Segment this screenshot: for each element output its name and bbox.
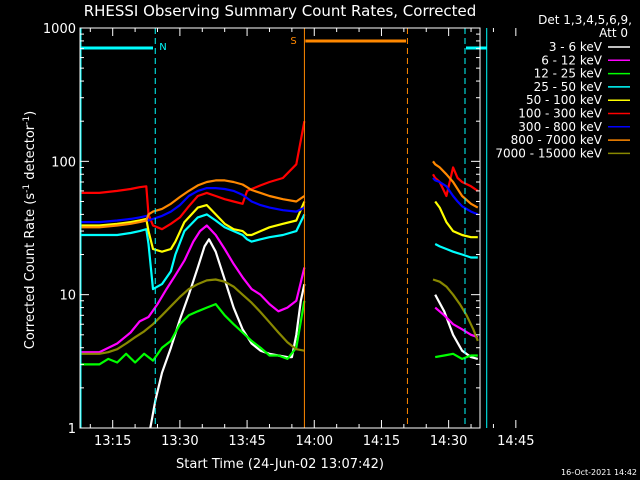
saa-label: S [290,36,296,47]
x-tick-label: 14:30 [430,434,467,449]
y-tick-label: 1 [68,422,76,437]
x-tick-label: 14:15 [363,434,400,449]
x-tick-label: 14:45 [497,434,534,449]
series-line-0 [149,238,479,429]
marker-group: NS [80,28,488,428]
series-line-1 [81,224,479,354]
y-axis-label-mid: detector [23,124,38,184]
series-line-5 [81,120,479,231]
series-line-8 [81,278,479,355]
y-tick-label: 10 [59,289,76,304]
y-axis-label-end: ) [23,111,38,116]
y-tick-label: 100 [51,155,76,170]
series-line-7 [81,160,479,229]
plot-frame [79,27,481,429]
x-tick-label: 13:15 [94,434,131,449]
timestamp: 16-Oct-2021 14:42 [561,468,637,477]
legend-header-1: Det 1,3,4,5,6,9, [538,13,632,27]
legend-label: 7000 - 15000 keV [495,146,602,160]
series-line-2 [81,300,478,366]
night-label: N [159,42,166,53]
legend-label: 6 - 12 keV [541,53,603,67]
legend-label: 3 - 6 keV [549,40,603,54]
x-tick-label: 14:00 [296,434,333,449]
y-tick-label: 1000 [43,22,76,37]
legend-label: 300 - 800 keV [518,120,602,134]
x-axis-label: Start Time (24-Jun-02 13:07:42) [176,457,384,472]
x-tick-label: 13:30 [161,434,198,449]
chart-title: RHESSI Observing Summary Count Rates, Co… [84,2,477,20]
legend-label: 25 - 50 keV [534,80,603,94]
legend-label: 100 - 300 keV [518,107,602,121]
series-line-6 [81,177,479,224]
legend-label: 50 - 100 keV [526,93,603,107]
series-line-4 [81,200,478,253]
legend-label: 12 - 25 keV [534,67,603,81]
y-axis-label-main: Corrected Count Rate (s [23,193,38,350]
y-axis-label-sup2: -1 [22,116,32,125]
y-axis-label-sup1: -1 [22,184,32,193]
series-line-3 [81,213,478,291]
axes-group: 13:15 13:30 13:45 14:00 14:15 14:30 14:45 1 10 10… [43,22,535,449]
y-axis-label: Corrected Count Rate (s-1 detector-1) [22,111,38,349]
plot-series-group [81,120,479,429]
legend-label: 800 - 7000 keV [511,133,603,147]
x-tick-label: 13:45 [228,434,265,449]
legend-header-2: Att 0 [599,26,628,40]
